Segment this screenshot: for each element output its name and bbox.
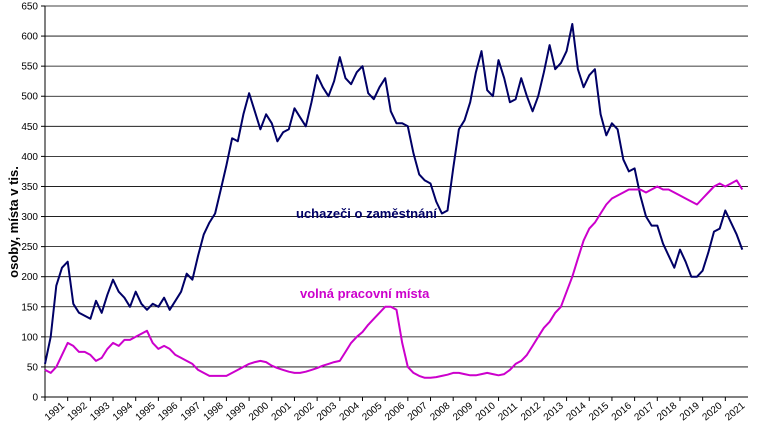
y-tick-label: 500 <box>21 92 38 103</box>
y-tick-label: 650 <box>21 2 38 13</box>
series-group <box>44 23 744 379</box>
y-tick-label: 450 <box>21 122 38 133</box>
y-tick-label: 400 <box>21 152 38 163</box>
y-tick-label: 550 <box>21 62 38 73</box>
series-line-1 <box>44 179 744 379</box>
y-tick-label: 150 <box>21 302 38 313</box>
y-tick-label: 300 <box>21 212 38 223</box>
y-axis-title: osoby, místa v tis. <box>6 166 21 278</box>
y-axis-ticks: 0 50 100 150 200 250 300 350 400 450 500 550 600 650 <box>21 2 45 404</box>
y-tick-label: 350 <box>21 182 38 193</box>
y-tick-label: 50 <box>27 362 39 373</box>
y-tick-label: 250 <box>21 242 38 253</box>
y-tick-label: 0 <box>32 393 38 404</box>
series-label-uchazeci: uchazeči o zaměstnání <box>296 206 437 221</box>
series-label-volna-mista: volná pracovní místa <box>300 286 430 301</box>
series-line-0 <box>44 23 744 365</box>
y-tick-label: 600 <box>21 32 38 43</box>
grid <box>45 5 748 368</box>
y-tick-label: 100 <box>21 332 38 343</box>
y-tick-label: 200 <box>21 272 38 283</box>
